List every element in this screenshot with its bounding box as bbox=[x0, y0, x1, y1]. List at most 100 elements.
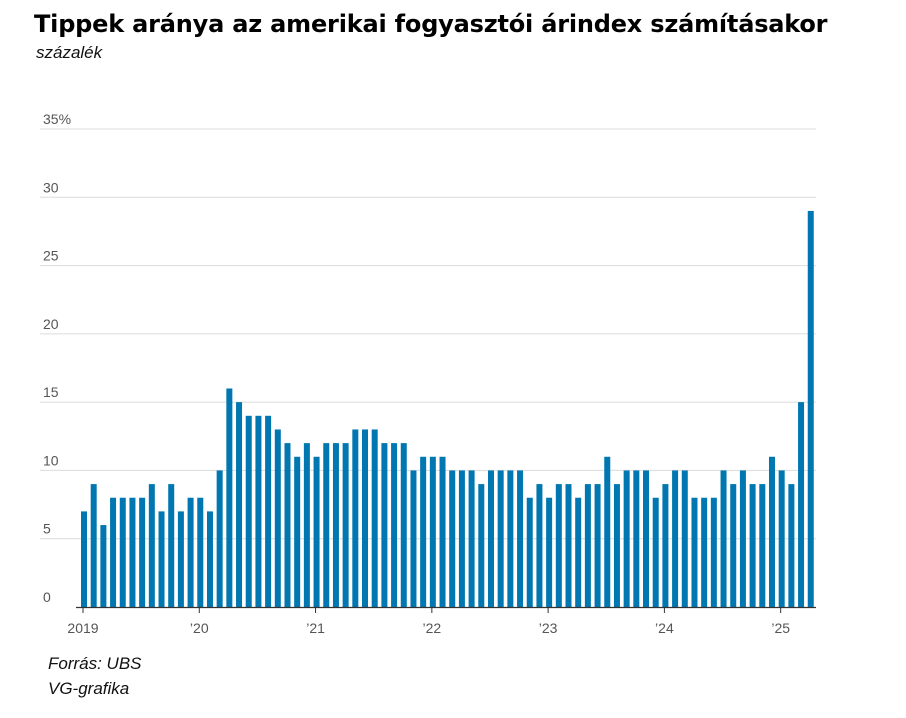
bar bbox=[313, 456, 320, 607]
bar bbox=[730, 484, 737, 607]
bar bbox=[255, 415, 262, 607]
bar bbox=[119, 497, 126, 607]
bar bbox=[148, 484, 155, 607]
source-note: Forrás: UBS bbox=[48, 654, 142, 673]
x-axis bbox=[76, 606, 816, 613]
bar bbox=[332, 443, 339, 607]
bar bbox=[323, 443, 330, 607]
bar bbox=[768, 456, 775, 607]
bar bbox=[517, 470, 524, 607]
bar bbox=[187, 497, 194, 607]
bar bbox=[381, 443, 388, 607]
bar bbox=[720, 470, 727, 607]
bar bbox=[139, 497, 146, 607]
x-tick-label: ’22 bbox=[422, 620, 441, 636]
x-tick-label: 2019 bbox=[67, 620, 98, 636]
y-tick-label: 30 bbox=[43, 179, 59, 195]
bar bbox=[681, 470, 688, 607]
y-tick-label: 5 bbox=[43, 521, 51, 537]
credit-note: VG-grafika bbox=[48, 679, 130, 698]
bar bbox=[177, 511, 184, 607]
bars bbox=[81, 210, 814, 607]
bar bbox=[284, 443, 291, 607]
bar bbox=[197, 497, 204, 607]
y-tick-label: 0 bbox=[43, 589, 51, 605]
bar bbox=[362, 429, 369, 607]
bar bbox=[526, 497, 533, 607]
bar bbox=[759, 484, 766, 607]
bar bbox=[236, 402, 243, 607]
bar bbox=[468, 470, 475, 607]
bar bbox=[439, 456, 446, 607]
x-tick-label: ’21 bbox=[306, 620, 325, 636]
bar bbox=[294, 456, 301, 607]
bar bbox=[575, 497, 582, 607]
bar bbox=[100, 525, 107, 607]
bar bbox=[429, 456, 436, 607]
chart-subtitle: százalék bbox=[36, 43, 103, 62]
bar bbox=[129, 497, 136, 607]
x-tick-label: ’20 bbox=[190, 620, 209, 636]
bar bbox=[788, 484, 795, 607]
grid-lines bbox=[40, 128, 816, 540]
bar bbox=[371, 429, 378, 607]
bar bbox=[90, 484, 97, 607]
x-tick-label: ’25 bbox=[771, 620, 790, 636]
bar bbox=[778, 470, 785, 607]
bar bbox=[420, 456, 427, 607]
bar bbox=[710, 497, 717, 607]
y-tick-label: 35% bbox=[43, 111, 71, 127]
bar bbox=[81, 511, 87, 607]
y-tick-label: 25 bbox=[43, 248, 59, 264]
bar bbox=[536, 484, 543, 607]
bar bbox=[565, 484, 572, 607]
bar bbox=[458, 470, 465, 607]
bar bbox=[226, 388, 233, 607]
bar bbox=[400, 443, 407, 607]
bar bbox=[633, 470, 640, 607]
bar bbox=[487, 470, 494, 607]
bar bbox=[206, 511, 213, 607]
bar bbox=[274, 429, 281, 607]
bar bbox=[798, 402, 805, 607]
bar bbox=[604, 456, 611, 607]
bar bbox=[158, 511, 165, 607]
bar bbox=[662, 484, 669, 607]
x-tick-label: ’24 bbox=[655, 620, 674, 636]
bar bbox=[701, 497, 708, 607]
bar bbox=[265, 415, 272, 607]
bar bbox=[623, 470, 630, 607]
bar bbox=[749, 484, 756, 607]
bar bbox=[594, 484, 601, 607]
bar bbox=[342, 443, 349, 607]
bar bbox=[410, 470, 417, 607]
bar bbox=[352, 429, 359, 607]
bar bbox=[584, 484, 591, 607]
y-tick-label: 20 bbox=[43, 316, 59, 332]
bar bbox=[391, 443, 398, 607]
tick-labels: 0 5 10 15 20 25 30 35% 2019 ’20 ’21 ’22 ’23 ’24 ’25 bbox=[43, 111, 790, 636]
bar bbox=[303, 443, 310, 607]
bar bbox=[643, 470, 650, 607]
bar bbox=[546, 497, 553, 607]
x-tick-label: ’23 bbox=[539, 620, 558, 636]
bar bbox=[497, 470, 504, 607]
bar bbox=[449, 470, 456, 607]
y-tick-label: 10 bbox=[43, 452, 59, 468]
bar bbox=[216, 470, 223, 607]
bar bbox=[478, 484, 485, 607]
bar bbox=[652, 497, 659, 607]
bar bbox=[691, 497, 698, 607]
bar bbox=[245, 415, 252, 607]
bar bbox=[672, 470, 679, 607]
bar bbox=[507, 470, 514, 607]
bar bbox=[807, 210, 814, 607]
bar bbox=[110, 497, 117, 607]
chart-title: Tippek aránya az amerikai fogyasztói ári… bbox=[34, 10, 828, 38]
bar bbox=[613, 484, 620, 607]
bar bbox=[168, 484, 175, 607]
y-tick-label: 15 bbox=[43, 384, 59, 400]
bar bbox=[739, 470, 746, 607]
bar bbox=[555, 484, 562, 607]
